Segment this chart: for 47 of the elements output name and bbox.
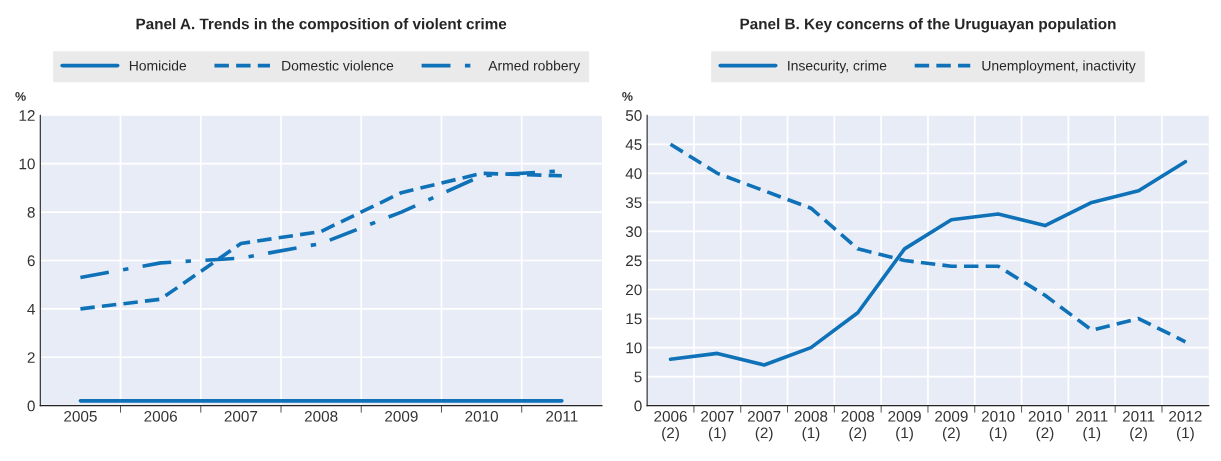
y-axis-title: %	[622, 92, 633, 101]
y-tick-label: 5	[634, 371, 642, 383]
x-tick-label: 2007 (1)	[701, 410, 734, 442]
y-tick-label: 8	[27, 206, 35, 218]
x-tick-label: 2006 (2)	[654, 410, 687, 442]
x-tick-label: 2007	[224, 410, 258, 422]
y-tick-label: 10	[19, 158, 35, 170]
y-tick-label: 35	[625, 197, 642, 209]
x-tick-label: 2010 (2)	[1028, 410, 1062, 442]
x-tick-label: 2011 (1)	[1076, 410, 1108, 442]
y-tick-label: 45	[625, 139, 642, 150]
y-tick-label: 40	[625, 168, 642, 180]
x-tick-label: 2009 (1)	[888, 410, 921, 442]
y-tick-label: 6	[27, 255, 35, 267]
legend-label: Armed robbery	[488, 60, 581, 74]
x-tick-label: 2011 (2)	[1122, 410, 1155, 442]
y-tick-label: 0	[27, 400, 35, 412]
legend-label: Domestic violence	[282, 60, 394, 71]
y-tick-label: 20	[626, 284, 642, 296]
x-tick-label: 2010	[465, 410, 498, 422]
x-tick-label: 2008 (1)	[794, 410, 828, 442]
y-tick-label: 30	[625, 226, 642, 238]
x-tick-label: 2009	[385, 410, 418, 422]
y-tick-label: 25	[626, 255, 642, 267]
x-tick-label: 2007 (2)	[747, 410, 781, 442]
chart-title: Panel B. Key concerns of the Uruguayan population	[740, 18, 1116, 33]
x-tick-label: 2012 (1)	[1169, 410, 1202, 442]
x-tick-label: 2005	[64, 410, 97, 422]
y-tick-label: 15	[626, 313, 642, 325]
y-tick-label: 12	[19, 110, 35, 121]
y-tick-label: 10	[626, 342, 642, 354]
line-series	[78, 171, 564, 311]
chart-title: Panel A. Trends in the composition of violent crime	[136, 18, 507, 33]
legend-label: Insecurity, crime	[788, 60, 887, 74]
x-tick-label: 2008 (2)	[841, 410, 875, 442]
y-tick-label: 50	[625, 110, 642, 121]
legend-label: Homicide	[129, 60, 187, 71]
y-tick-label: 0	[634, 400, 642, 412]
x-tick-label: 2008	[304, 410, 338, 422]
y-axis-title: %	[15, 92, 26, 101]
x-tick-label: 2010 (1)	[981, 410, 1015, 442]
x-tick-label: 2011	[546, 410, 578, 422]
x-tick-label: 2009 (2)	[935, 410, 968, 442]
legend-label: Unemployment, inactivity	[982, 60, 1136, 74]
y-tick-label: 2	[27, 352, 35, 363]
y-tick-label: 4	[27, 303, 35, 315]
x-tick-label: 2006	[144, 410, 177, 422]
